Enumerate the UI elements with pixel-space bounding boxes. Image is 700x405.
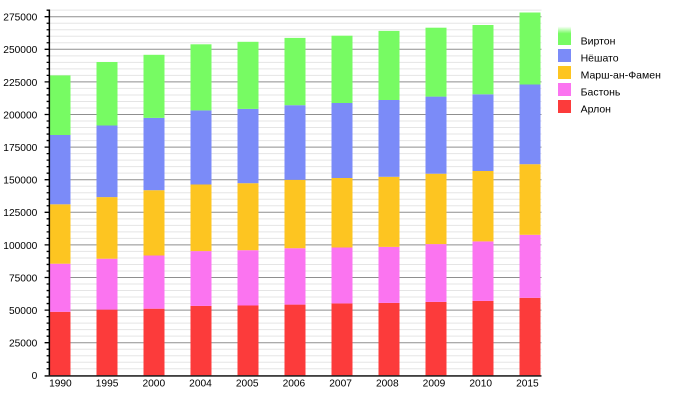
svg-text:2007: 2007 — [329, 379, 352, 390]
svg-text:1990: 1990 — [49, 379, 72, 390]
svg-text:2010: 2010 — [469, 379, 492, 390]
svg-text:0: 0 — [32, 371, 38, 382]
svg-text:225000: 225000 — [3, 78, 37, 89]
svg-text:25000: 25000 — [9, 339, 38, 350]
svg-text:2015: 2015 — [516, 379, 539, 390]
svg-text:Марш-ан-Фамен: Марш-ан-Фамен — [581, 70, 661, 82]
svg-text:2004: 2004 — [189, 379, 212, 390]
svg-text:2005: 2005 — [236, 379, 259, 390]
svg-text:2008: 2008 — [376, 379, 399, 390]
svg-text:2000: 2000 — [142, 379, 165, 390]
svg-text:175000: 175000 — [3, 143, 37, 154]
svg-text:250000: 250000 — [3, 45, 37, 56]
svg-text:275000: 275000 — [3, 13, 37, 24]
svg-text:150000: 150000 — [3, 176, 37, 187]
svg-text:75000: 75000 — [9, 273, 38, 284]
svg-text:100000: 100000 — [3, 241, 37, 252]
svg-text:Арлон: Арлон — [581, 104, 612, 116]
svg-text:1995: 1995 — [96, 379, 119, 390]
svg-text:2006: 2006 — [283, 379, 306, 390]
svg-text:2009: 2009 — [423, 379, 446, 390]
svg-text:Виртон: Виртон — [581, 36, 616, 48]
svg-text:Нёшато: Нёшато — [581, 53, 619, 65]
svg-text:200000: 200000 — [3, 110, 37, 121]
svg-text:125000: 125000 — [3, 208, 37, 219]
svg-text:Бастонь: Бастонь — [581, 87, 621, 99]
svg-text:50000: 50000 — [9, 306, 38, 317]
